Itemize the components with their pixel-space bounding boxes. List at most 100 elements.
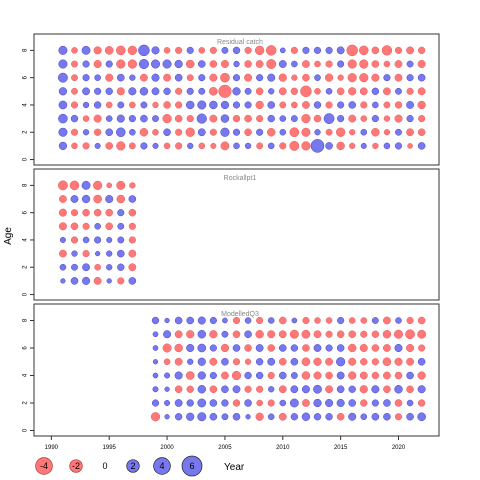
bubble [337,115,345,123]
bubble [360,413,368,421]
bubble [209,399,218,407]
bubble [209,357,218,366]
bubble [175,87,183,95]
bubble [256,316,264,325]
bubble [233,60,240,68]
bubble [290,115,298,123]
bubble [313,384,322,394]
bubble [336,141,345,151]
bubble [140,114,148,123]
bubble [255,87,264,96]
bubble [394,399,403,407]
bubble [70,195,79,203]
bubble [325,371,333,380]
bubble [279,47,286,54]
bubble [267,413,275,421]
bubble [291,317,298,324]
bubble [127,45,138,56]
bubble [371,371,380,380]
bubble [128,236,136,244]
bubble [58,113,68,124]
bubble [290,344,299,352]
bubble [348,412,357,421]
bubble [360,399,368,407]
bubble [58,45,68,55]
bubble [209,330,218,339]
bubble [71,74,78,82]
bubble [383,371,391,380]
bubble [163,128,171,137]
bubble [418,115,426,123]
bubble [210,142,217,149]
bubble [232,344,241,352]
bubble [129,74,136,81]
bubble [256,115,264,123]
bubble [265,45,277,56]
bubble [325,60,333,68]
bubble [394,46,403,54]
bubble [406,412,414,421]
bubble [394,101,403,109]
bubble [325,385,333,394]
bubble [244,142,252,150]
bubble [128,208,137,217]
bubble [371,358,379,366]
bubble [231,370,242,381]
panel-residual-catch: Residual catch 0 2 4 6 8 [23,33,440,166]
bubble [197,128,206,137]
bubble [348,101,357,109]
bubble [279,101,287,109]
bubble [395,87,402,95]
bubble [186,399,194,407]
bubble [105,208,114,217]
bubble [70,236,79,244]
bubble [152,128,159,136]
bubble [278,385,287,394]
bubble [371,330,380,338]
bubble [371,344,380,352]
bubble [289,127,300,138]
panel-modelledq3: ModelledQ3 0 2 4 6 8 [23,303,440,437]
bubble [244,114,252,123]
bubble [232,46,241,55]
bubble [405,329,415,340]
bubble [382,330,392,339]
bubble [163,73,171,82]
y-tick-label: 4 [23,238,29,242]
bubble [174,413,183,421]
bubble [255,358,264,366]
bubble [140,101,148,109]
bubble [279,399,287,407]
bubble [394,142,403,150]
bubble [164,317,170,324]
bubble [152,142,159,149]
bubble [394,73,403,82]
bubble [82,115,90,122]
bubble [94,223,101,230]
bubble [302,46,310,54]
bubble [70,222,79,231]
bubble [106,278,112,284]
bubble [359,73,369,83]
bubble [336,46,345,55]
bubble [82,276,91,285]
bubble [348,385,356,393]
bubble [198,47,206,54]
bubble [360,128,368,136]
bubble [417,316,426,325]
bubble [268,386,275,393]
bubble [244,330,252,339]
bubble [116,180,126,190]
bubble [244,371,252,380]
bubble [325,413,333,421]
bubble [59,195,67,203]
bubble [185,371,195,380]
bubble [232,101,241,109]
bubble [256,142,264,150]
bubble [290,385,299,394]
bubble [175,101,183,109]
y-tick-label: 0 [23,292,29,296]
bubble [301,385,310,394]
bubble [117,263,125,271]
bubble [58,180,68,191]
